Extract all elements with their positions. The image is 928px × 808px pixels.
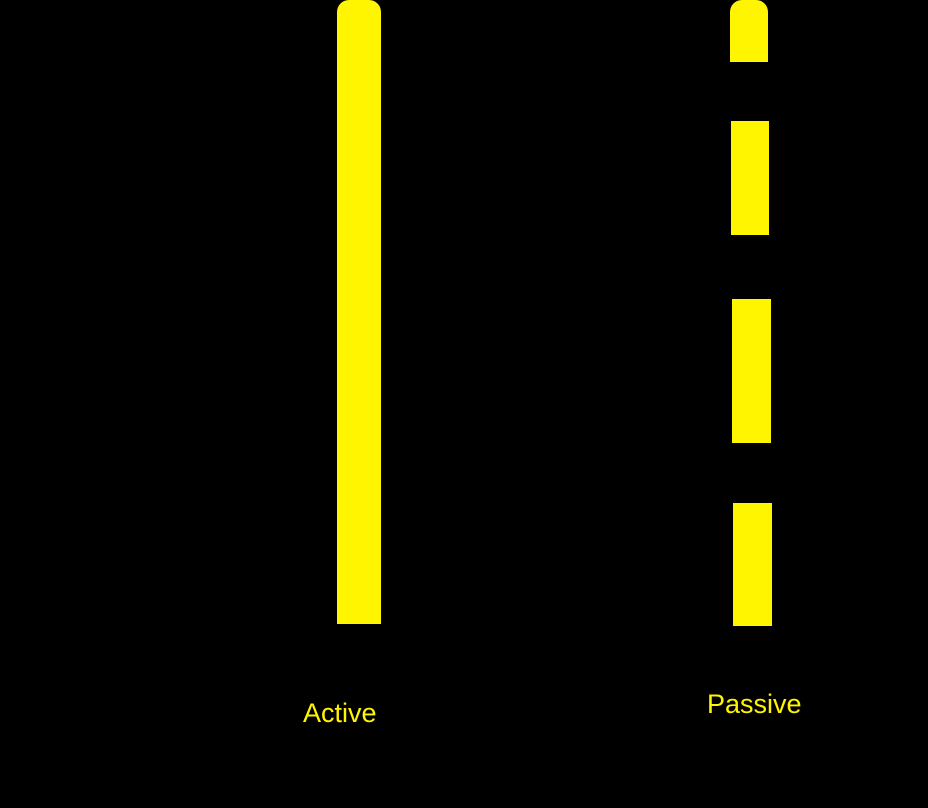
active-solid-line [337,0,381,624]
passive-dash-segment [733,503,772,626]
active-label: Active [303,700,377,727]
passive-dash-segment [731,121,769,235]
passive-dash-segment [730,0,768,62]
passive-dash-segment [732,299,771,443]
passive-label: Passive [707,691,802,718]
